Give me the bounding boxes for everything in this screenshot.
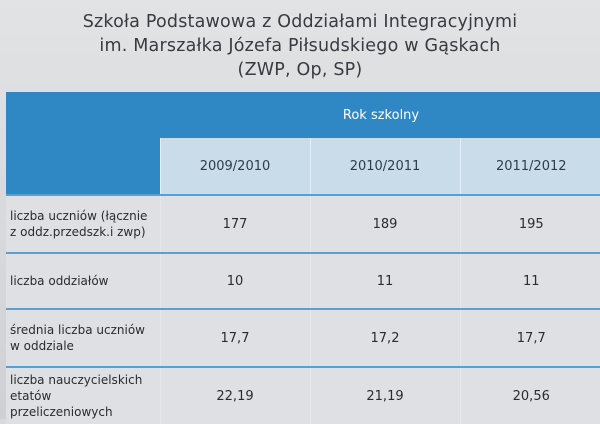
document-title: Szkoła Podstawowa z Oddziałami Integracy…: [0, 10, 600, 82]
statistics-table: Rok szkolny 2009/2010 2010/2011 2011/201…: [6, 92, 600, 424]
table-corner-cell: [6, 92, 160, 195]
table-cell: 21,19: [309, 366, 460, 424]
table-cell: 11: [459, 252, 600, 309]
table-cell: 17,2: [309, 308, 460, 367]
table-cell: 20,56: [459, 366, 600, 424]
table-cell: 195: [459, 194, 600, 253]
year-header: 2011/2012: [459, 138, 600, 195]
row-label: liczba oddziałów: [6, 252, 160, 309]
year-header: 2010/2011: [309, 138, 460, 195]
row-label: średnia liczba uczniów w oddziale: [6, 308, 160, 367]
table-cell: 10: [159, 252, 310, 309]
school-year-header: Rok szkolny: [160, 92, 600, 138]
table-cell: 17,7: [159, 308, 310, 367]
table-row: liczba oddziałów 10 11 11: [6, 252, 600, 309]
table-cell: 22,19: [159, 366, 310, 424]
title-line-2: im. Marszałka Józefa Piłsudskiego w Gąsk…: [99, 36, 501, 56]
table-row: średnia liczba uczniów w oddziale 17,7 1…: [6, 308, 600, 367]
table-row: liczba nauczycielskich etatów przeliczen…: [6, 366, 600, 424]
row-label: liczba uczniów (łącznie z oddz.przedszk.…: [6, 194, 160, 253]
table-cell: 17,7: [459, 308, 600, 367]
title-line-1: Szkoła Podstawowa z Oddziałami Integracy…: [82, 12, 518, 32]
table-cell: 189: [309, 194, 460, 253]
table-row: liczba uczniów (łącznie z oddz.przedszk.…: [6, 194, 600, 253]
title-line-3: (ZWP, Op, SP): [237, 60, 363, 80]
row-label: liczba nauczycielskich etatów przeliczen…: [6, 366, 160, 424]
year-header: 2009/2010: [159, 138, 310, 195]
table-cell: 177: [159, 194, 310, 253]
table-cell: 11: [309, 252, 460, 309]
